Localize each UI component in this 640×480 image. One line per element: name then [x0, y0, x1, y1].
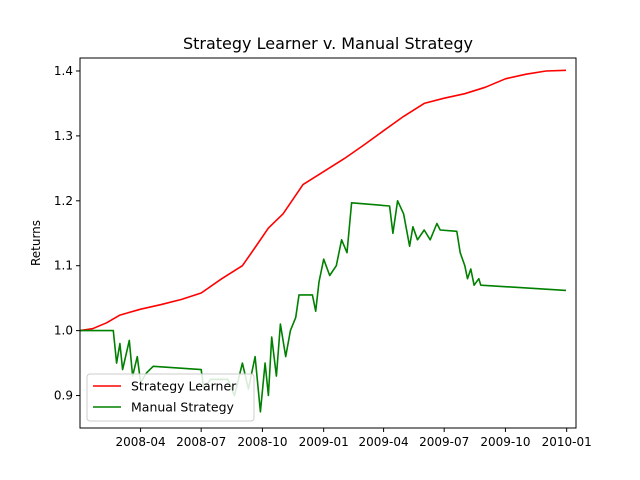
- legend: Strategy Learner Manual Strategy: [86, 373, 255, 422]
- plot-series: [79, 69, 567, 413]
- y-tick-label: 1.3: [54, 129, 73, 143]
- y-tick-label: 0.9: [54, 389, 73, 403]
- x-tick-label: 2008-10: [237, 435, 287, 449]
- legend-label: Strategy Learner: [131, 379, 237, 394]
- series-line-1: [79, 69, 567, 332]
- y-tick-label: 1.4: [54, 64, 73, 78]
- x-axis: 2008-04 2008-07 2008-10 2009-01 2009-04 2009-…: [116, 428, 592, 449]
- legend-label: Manual Strategy: [131, 400, 235, 415]
- y-axis: 0.9 1.0 1.1 1.2 1.3 1.4: [54, 64, 80, 403]
- x-tick-label: 2010-01: [542, 435, 592, 449]
- chart-title: Strategy Learner v. Manual Strategy: [183, 34, 473, 53]
- y-tick-label: 1.1: [54, 259, 73, 273]
- x-tick-label: 2009-07: [419, 435, 469, 449]
- x-tick-label: 2009-04: [359, 435, 409, 449]
- plot-frame: [79, 57, 577, 429]
- y-tick-label: 1.0: [54, 324, 73, 338]
- x-tick-label: 2009-10: [480, 435, 530, 449]
- y-axis-label: Returns: [29, 220, 43, 266]
- y-tick-label: 1.2: [54, 194, 73, 208]
- legend-frame: [86, 373, 255, 422]
- x-tick-label: 2008-04: [116, 435, 166, 449]
- series-line-2: [80, 200, 567, 413]
- x-tick-label: 2008-07: [176, 435, 226, 449]
- x-tick-label: 2009-01: [299, 435, 349, 449]
